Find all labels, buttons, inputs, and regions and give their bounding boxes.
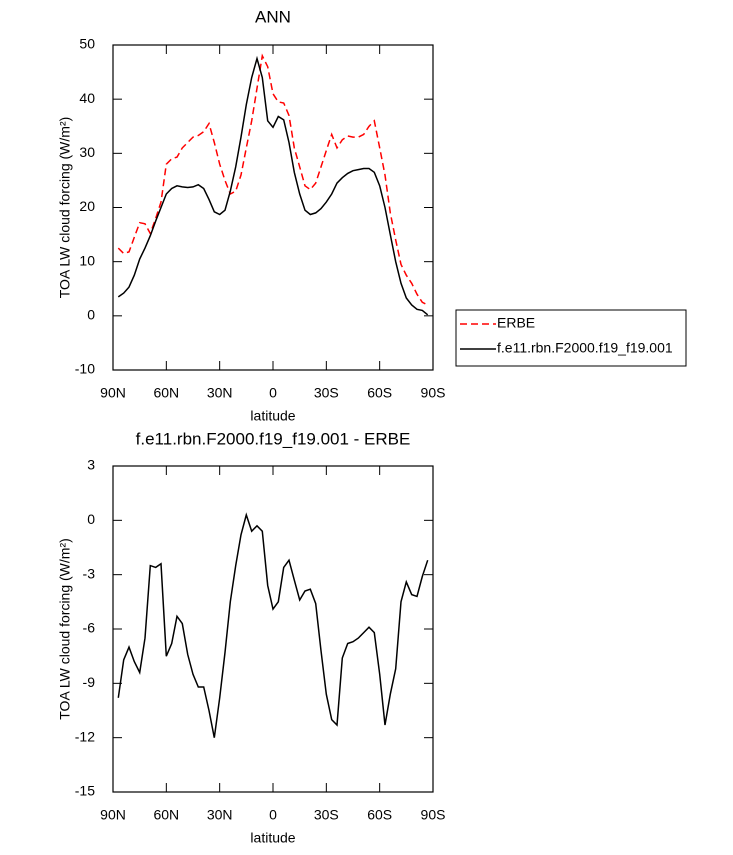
y-tick-label: -3 — [83, 565, 96, 581]
chart-title: ANN — [255, 7, 291, 26]
y-tick-label: -12 — [75, 728, 95, 744]
y-tick-label: 20 — [79, 198, 95, 214]
legend-box — [455, 309, 687, 367]
x-tick-label: 30N — [207, 385, 233, 401]
legend-label: f.e11.rbn.F2000.f19_f19.001 — [497, 340, 673, 356]
x-axis-label: latitude — [250, 830, 295, 846]
y-axis-label: TOA LW cloud forcing (W/m²) — [57, 538, 73, 720]
y-tick-label: 30 — [79, 144, 95, 160]
x-tick-label: 30N — [207, 807, 233, 823]
y-tick-label: 40 — [79, 90, 95, 106]
y-tick-label: 10 — [79, 252, 95, 268]
x-tick-label: 60S — [367, 385, 392, 401]
y-tick-label: 0 — [87, 511, 95, 527]
y-tick-label: 3 — [87, 457, 95, 473]
x-tick-label: 60N — [153, 807, 179, 823]
plot-frame — [112, 465, 434, 793]
x-tick-label: 90S — [421, 807, 446, 823]
chart-title: f.e11.rbn.F2000.f19_f19.001 - ERBE — [136, 429, 411, 448]
y-tick-label: -10 — [75, 361, 95, 377]
x-tick-label: 90S — [421, 385, 446, 401]
x-tick-label: 90N — [100, 807, 126, 823]
y-axis-label: TOA LW cloud forcing (W/m²) — [57, 117, 73, 299]
y-tick-label: 50 — [79, 36, 95, 52]
x-tick-label: 0 — [269, 385, 277, 401]
y-tick-label: 0 — [87, 307, 95, 323]
y-tick-label: -9 — [83, 674, 96, 690]
x-tick-label: 30S — [314, 807, 339, 823]
legend-label: ERBE — [497, 315, 535, 331]
x-tick-label: 30S — [314, 385, 339, 401]
data-line — [117, 55, 429, 316]
data-line — [117, 53, 429, 306]
x-tick-label: 0 — [269, 807, 277, 823]
x-axis-label: latitude — [250, 408, 295, 424]
x-tick-label: 90N — [100, 385, 126, 401]
y-tick-label: -6 — [83, 620, 96, 636]
y-tick-label: -15 — [75, 783, 95, 799]
x-tick-label: 60N — [153, 385, 179, 401]
data-line — [117, 512, 429, 738]
x-tick-label: 60S — [367, 807, 392, 823]
